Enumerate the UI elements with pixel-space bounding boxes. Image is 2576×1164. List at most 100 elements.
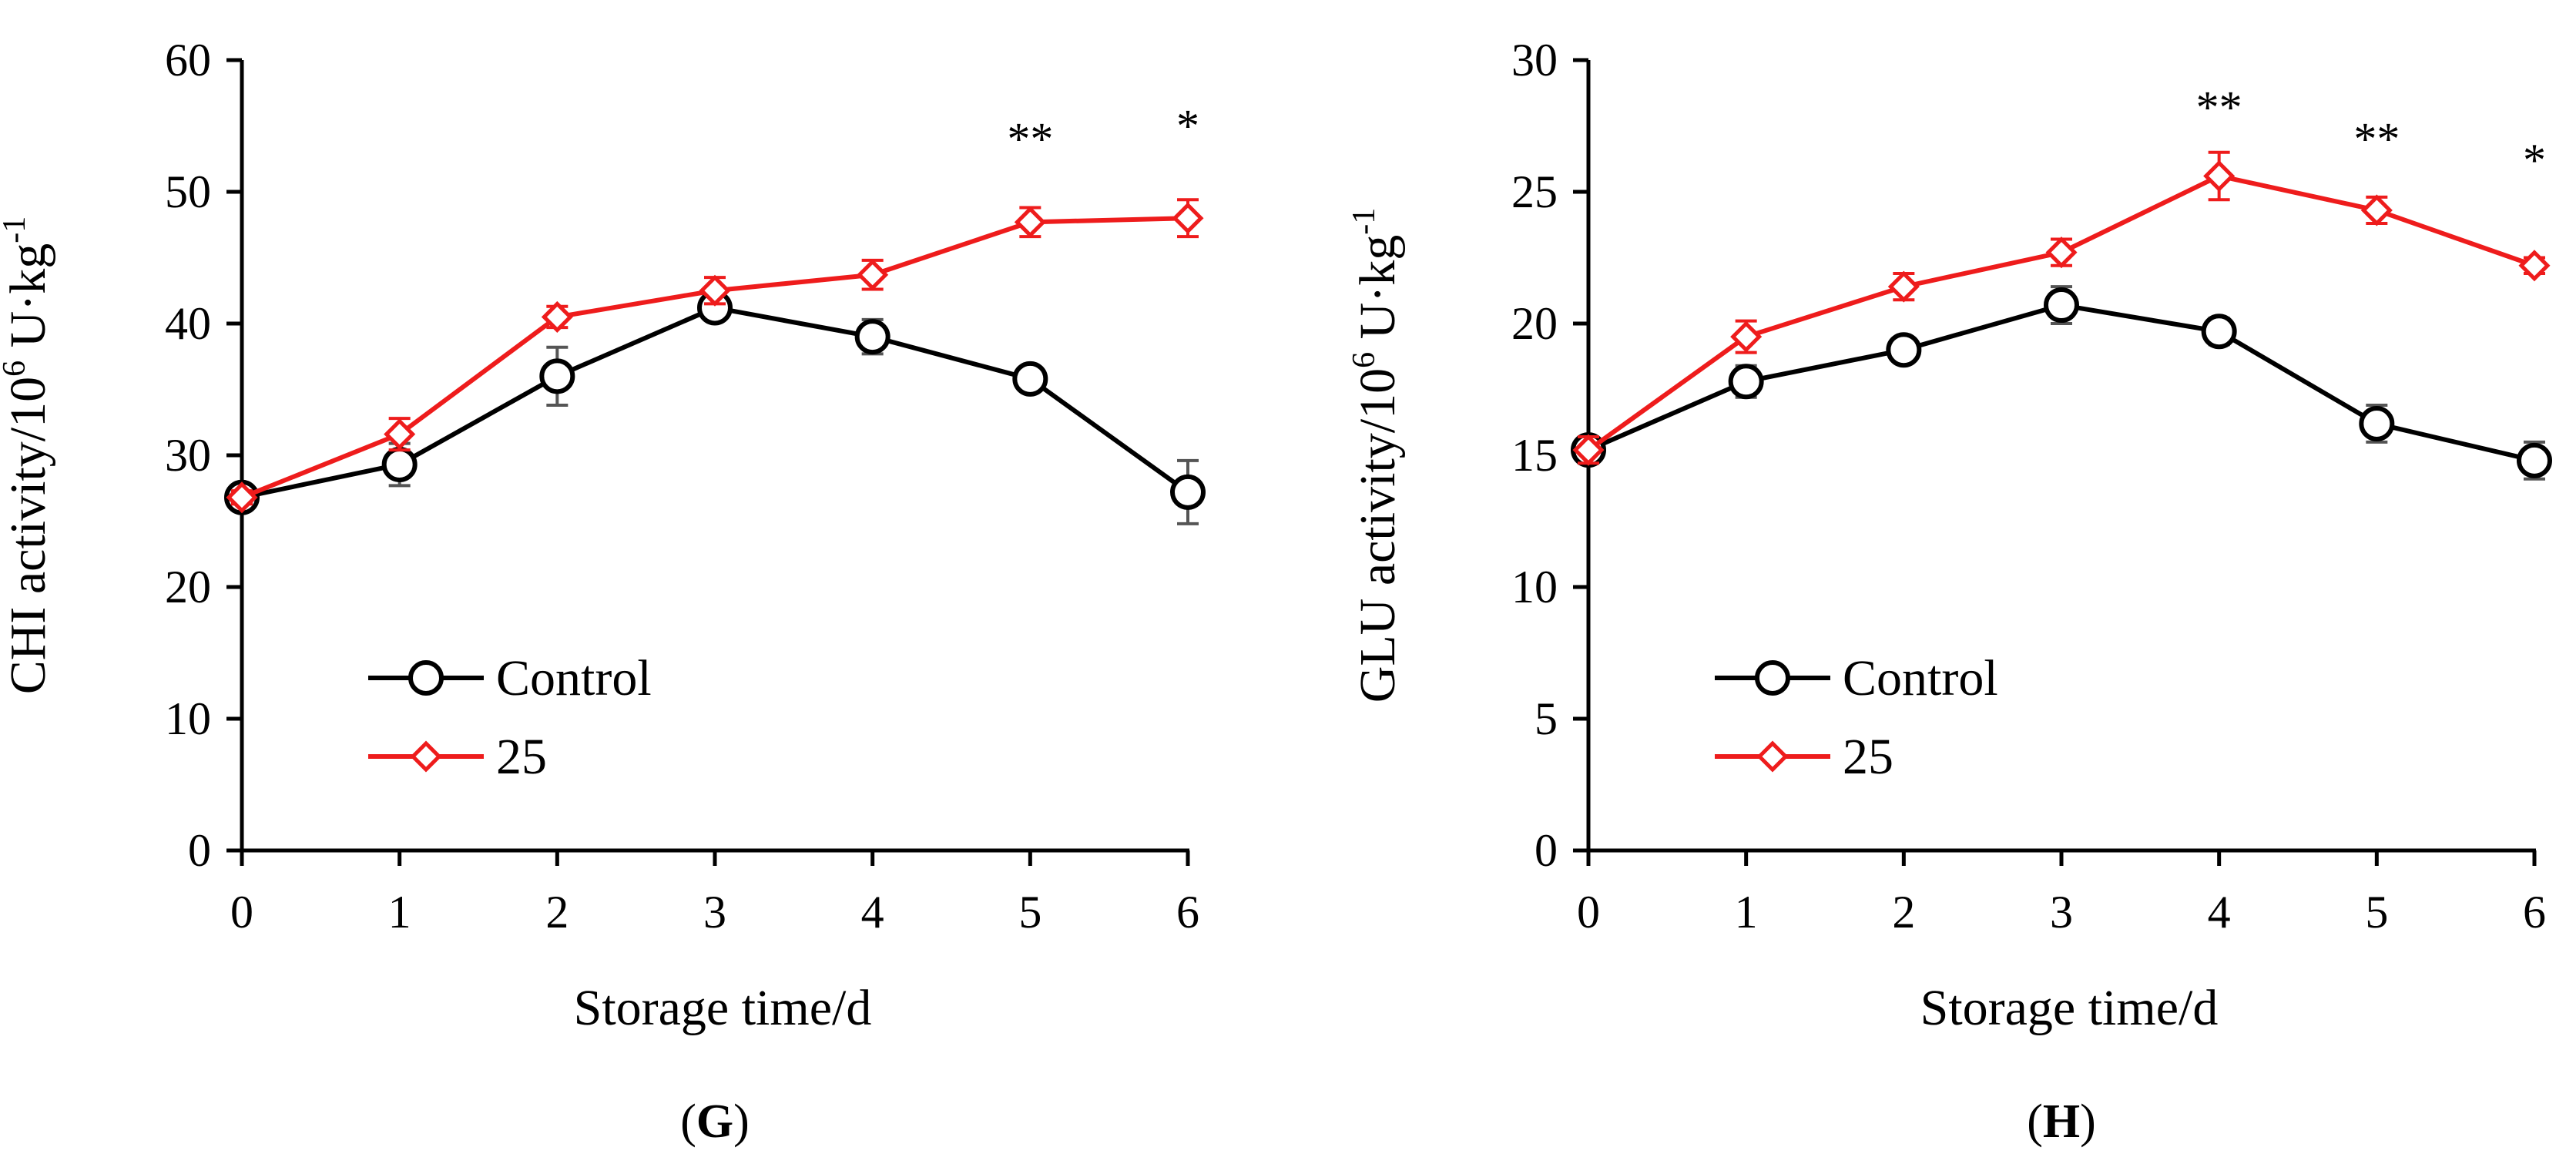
data-point bbox=[2359, 405, 2395, 441]
significance-mark: ** bbox=[2196, 82, 2242, 133]
x-tick-label: 0 bbox=[1577, 887, 1600, 938]
data-point bbox=[2203, 159, 2236, 193]
x-tick-label: 4 bbox=[2208, 887, 2231, 938]
y-tick-label: 10 bbox=[165, 693, 211, 744]
data-point bbox=[384, 418, 416, 451]
y-tick-label: 50 bbox=[165, 166, 211, 217]
panel-label-letter: H bbox=[2043, 1095, 2080, 1148]
y-tick-label: 40 bbox=[165, 298, 211, 349]
y-tick-label: 30 bbox=[165, 430, 211, 481]
data-point bbox=[857, 259, 889, 291]
panel-label-close: ) bbox=[733, 1095, 750, 1148]
legend-item: 25 bbox=[1715, 729, 1893, 785]
y-axis-title-unit: U·kg bbox=[1350, 235, 1406, 352]
x-tick-label: 4 bbox=[861, 887, 884, 938]
y-axis-title-unit: U·kg bbox=[0, 243, 56, 361]
x-tick-label: 5 bbox=[2365, 887, 2388, 938]
y-tick-label: 0 bbox=[188, 825, 211, 876]
y-tick-label: 25 bbox=[1511, 166, 1558, 217]
data-point bbox=[1730, 320, 1763, 353]
legend-label: 25 bbox=[1843, 729, 1893, 785]
panel-label-open: ( bbox=[2027, 1095, 2043, 1148]
x-axis-title: Storage time/d bbox=[1920, 980, 2219, 1036]
x-axis-title: Storage time/d bbox=[574, 980, 872, 1036]
y-tick-label: 10 bbox=[1511, 562, 1558, 612]
significance-mark: ** bbox=[1007, 114, 1053, 165]
data-point bbox=[2045, 236, 2078, 269]
significance-mark: * bbox=[1176, 101, 1199, 152]
series-treatment-25 bbox=[226, 198, 1204, 514]
y-axis-title: GLU activity/106 U·kg-1 bbox=[1347, 208, 1406, 703]
x-tick-label: 2 bbox=[545, 887, 569, 938]
legend-label: 25 bbox=[496, 729, 547, 785]
data-point bbox=[1170, 474, 1206, 510]
y-axis-title-main: CHI activity/10 bbox=[0, 377, 56, 694]
data-point bbox=[1012, 361, 1048, 397]
data-point bbox=[1172, 202, 1204, 234]
series-control bbox=[1571, 285, 2552, 481]
data-point bbox=[1886, 332, 1922, 368]
data-point bbox=[854, 319, 891, 355]
data-point bbox=[699, 274, 731, 307]
y-tick-label: 5 bbox=[1535, 693, 1558, 744]
legend-label: Control bbox=[1843, 650, 1998, 706]
x-tick-label: 1 bbox=[388, 887, 411, 938]
y-tick-label: 15 bbox=[1511, 430, 1558, 481]
data-point bbox=[2518, 250, 2551, 282]
panel-label: (G) bbox=[680, 1095, 750, 1148]
y-tick-label: 0 bbox=[1535, 825, 1558, 876]
y-tick-label: 60 bbox=[165, 35, 211, 86]
legend: Control 25 bbox=[368, 650, 652, 785]
data-point bbox=[1014, 206, 1046, 238]
x-tick-label: 1 bbox=[1735, 887, 1758, 938]
x-tick-label: 5 bbox=[1018, 887, 1041, 938]
panel-label-open: ( bbox=[680, 1095, 696, 1148]
y-tick-label: 30 bbox=[1511, 35, 1558, 86]
data-point bbox=[2044, 287, 2079, 324]
y-axis-title-main: GLU activity/10 bbox=[1350, 368, 1406, 703]
x-tick-label: 0 bbox=[230, 887, 253, 938]
legend-marker bbox=[410, 740, 442, 773]
significance-mark: * bbox=[2523, 135, 2546, 186]
series-control bbox=[224, 290, 1206, 525]
data-point bbox=[1572, 434, 1605, 466]
data-point bbox=[539, 358, 575, 394]
x-tick-label: 2 bbox=[1892, 887, 1915, 938]
data-point bbox=[1728, 364, 1764, 400]
panel-label: (H) bbox=[2027, 1095, 2096, 1148]
legend-marker bbox=[408, 660, 444, 696]
data-point bbox=[541, 300, 573, 333]
legend-item: Control bbox=[368, 650, 652, 706]
data-point bbox=[2201, 314, 2237, 350]
y-axis-title: CHI activity/106 U·kg-1 bbox=[0, 216, 56, 695]
legend-item: 25 bbox=[368, 729, 547, 785]
data-point bbox=[2360, 194, 2393, 226]
data-point bbox=[1887, 270, 1920, 303]
x-tick-label: 6 bbox=[2523, 887, 2546, 938]
series-line bbox=[240, 216, 1189, 500]
legend-marker bbox=[1755, 660, 1790, 696]
significance-mark: ** bbox=[2353, 114, 2400, 165]
data-point bbox=[226, 481, 258, 514]
panel-label-letter: G bbox=[696, 1095, 733, 1148]
x-tick-label: 3 bbox=[2050, 887, 2073, 938]
y-axis-title-unit-exponent: -1 bbox=[1347, 208, 1382, 235]
panel-label-close: ) bbox=[2080, 1095, 2096, 1148]
x-tick-label: 6 bbox=[1176, 887, 1199, 938]
y-tick-label: 20 bbox=[165, 562, 211, 612]
y-axis-title-exponent: 6 bbox=[0, 361, 32, 377]
y-tick-label: 20 bbox=[1511, 298, 1558, 349]
legend: Control 25 bbox=[1715, 650, 1998, 785]
data-point bbox=[381, 446, 418, 482]
x-tick-label: 3 bbox=[703, 887, 726, 938]
data-point bbox=[2517, 442, 2552, 478]
series-treatment-25 bbox=[1572, 150, 2551, 466]
legend-item: Control bbox=[1715, 650, 1998, 706]
legend-label: Control bbox=[496, 650, 652, 706]
y-axis-title-exponent: 6 bbox=[1347, 352, 1382, 368]
legend-marker bbox=[1756, 740, 1789, 773]
